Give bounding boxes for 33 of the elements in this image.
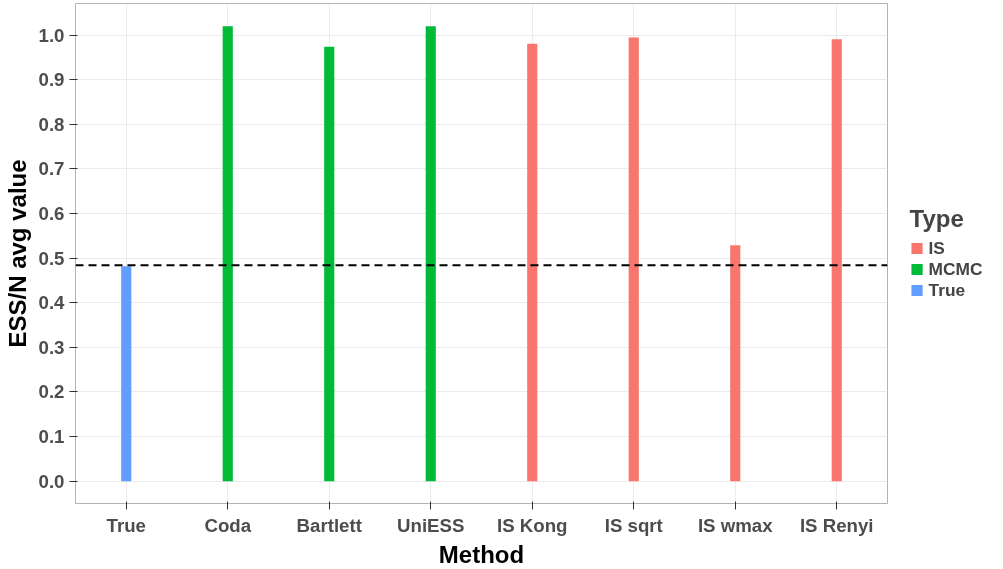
bar [628,37,639,482]
x-tick-label: IS wmax [697,514,774,536]
x-tick-label: UniESS [397,514,465,536]
x-tick-label: True [106,514,146,536]
y-axis-title: ESS/N avg value [3,159,31,348]
x-tick-label: Coda [204,514,252,536]
x-axis-title: Method [438,540,525,568]
y-tick-label: 1.0 [38,24,65,46]
bar [121,266,132,482]
bar [425,26,436,482]
bar [831,39,842,482]
legend-title: Type [909,204,965,233]
legend-label: True [928,279,966,301]
x-tick-label: IS Kong [497,514,568,536]
x-tick-label: Bartlett [296,514,362,536]
y-tick-label: 0.7 [38,158,65,180]
y-tick-label: 0.9 [38,69,65,91]
bar [324,46,335,482]
legend-label: MCMC [928,258,983,280]
x-tick-label: IS Renyi [799,514,874,536]
x-tick-label: IS sqrt [604,514,663,536]
y-tick-label: 0.0 [38,470,65,492]
y-tick-label: 0.5 [38,247,65,269]
y-tick-label: 0.3 [38,336,65,358]
bar [527,43,538,482]
bar [730,245,741,482]
legend-label: IS [928,237,946,259]
y-tick-label: 0.6 [38,203,65,225]
y-tick-label: 0.2 [38,381,65,403]
y-tick-label: 0.1 [38,426,65,448]
bar [222,26,233,482]
y-tick-label: 0.8 [38,113,65,135]
y-tick-label: 0.4 [38,292,66,314]
